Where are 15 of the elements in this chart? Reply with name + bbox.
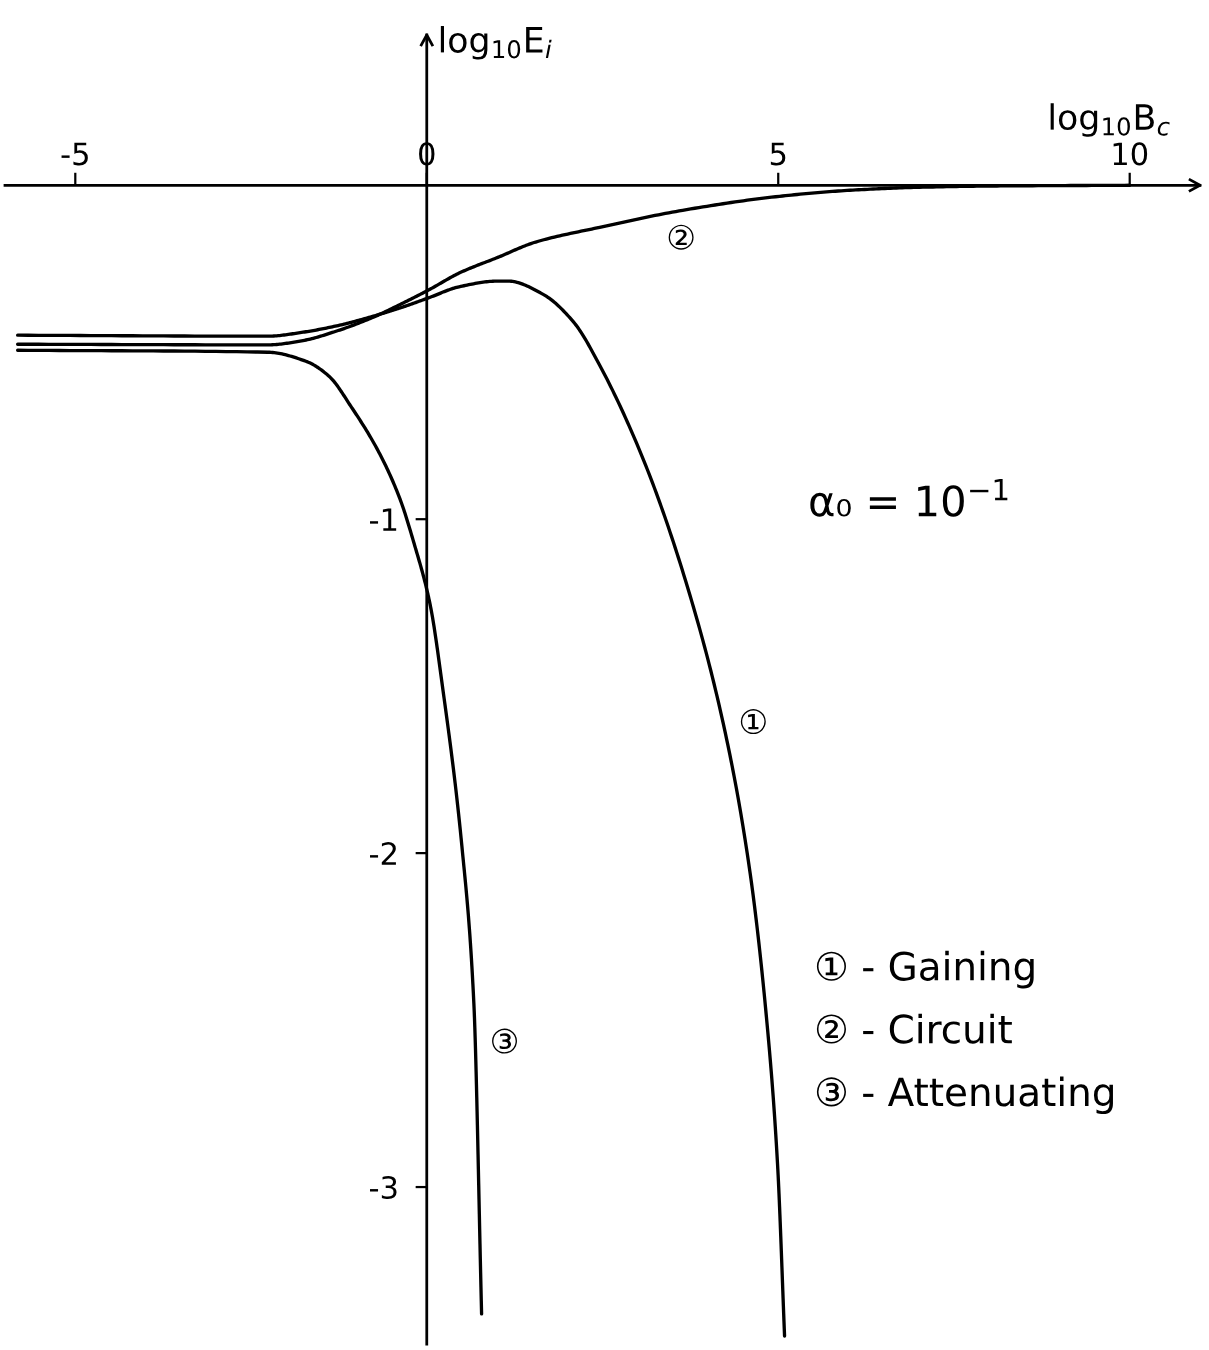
x-tick-label: -5 [61, 142, 88, 166]
series-label: ③ [492, 1028, 517, 1054]
x-axis-title: log$_{10}$B$_{c}$ [1050, 103, 1170, 137]
annotation: ① - Gaining [816, 950, 1034, 989]
y-tick-label: -2 [370, 842, 396, 865]
annotation: ③ - Attenuating [816, 1076, 1113, 1115]
annotation: ② - Circuit [816, 1013, 1012, 1044]
y-tick-label: -1 [370, 508, 397, 531]
y-axis-title: log$_{10}$E$_{i}$ [440, 26, 552, 60]
x-tick-label: 10 [1113, 142, 1148, 166]
series-label: ② [668, 224, 694, 250]
annotation: α₀ = 10$^{−1}$ [810, 478, 1008, 517]
series-label: ① [740, 709, 766, 735]
y-tick-label: -3 [370, 1175, 397, 1200]
x-tick-label: 5 [770, 142, 786, 166]
